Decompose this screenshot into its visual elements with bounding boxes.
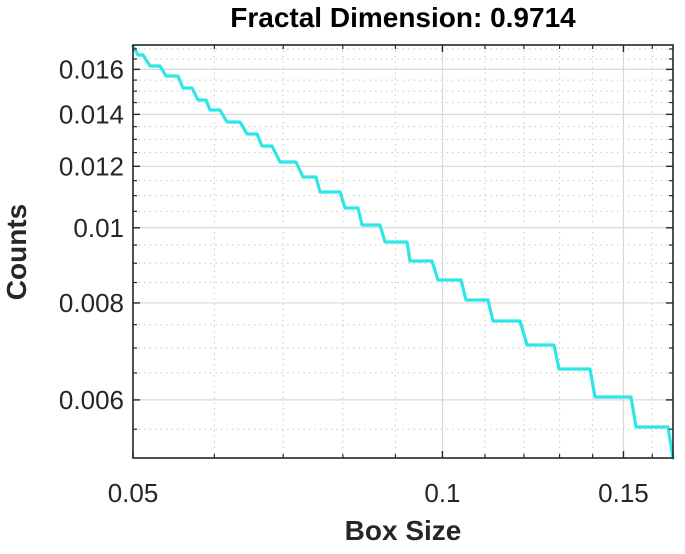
y-tick-label: 0.016 [59,54,124,84]
y-tick-labels: 0.006 0.008 0.01 0.012 0.014 0.016 [59,54,124,415]
axes-box [132,44,674,459]
x-tick-label: 0.15 [598,478,649,508]
y-tick-label: 0.008 [59,288,124,318]
y-tick-label: 0.006 [59,385,124,415]
y-tick-label: 0.01 [73,213,124,243]
y-tick-label: 0.012 [59,151,124,181]
x-tick-label: 0.05 [108,478,159,508]
x-axis-label: Box Size [345,515,462,546]
plot-area: 0.05 0.1 0.15 0.006 0.008 0.01 0.012 0.014 0.01… [59,44,675,508]
minor-grid [133,45,673,458]
chart-title: Fractal Dimension: 0.9714 [230,2,576,33]
series-line-counts [131,44,675,460]
tick-marks [132,45,673,458]
y-tick-label: 0.014 [59,99,124,129]
x-tick-label: 0.1 [424,478,460,508]
y-axis-label: Counts [1,204,32,300]
x-tick-labels: 0.05 0.1 0.15 [108,478,649,508]
